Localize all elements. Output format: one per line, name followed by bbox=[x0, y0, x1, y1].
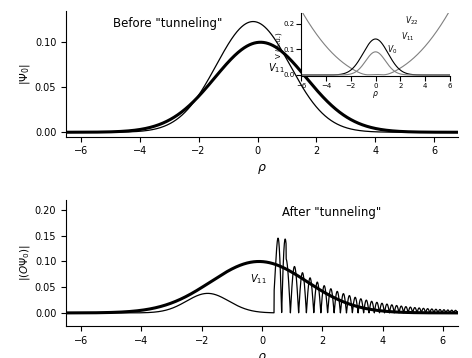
X-axis label: $\rho$: $\rho$ bbox=[257, 351, 267, 358]
X-axis label: $\rho$: $\rho$ bbox=[257, 162, 267, 176]
Y-axis label: $|\Psi_0|$: $|\Psi_0|$ bbox=[18, 63, 32, 85]
Text: After "tunneling": After "tunneling" bbox=[281, 206, 381, 219]
Y-axis label: $|(O\Psi_0)|$: $|(O\Psi_0)|$ bbox=[18, 244, 32, 281]
Text: Before "tunneling": Before "tunneling" bbox=[113, 17, 222, 30]
Text: $V_{11}$: $V_{11}$ bbox=[268, 61, 285, 75]
Text: $V_{11}$: $V_{11}$ bbox=[250, 272, 267, 286]
